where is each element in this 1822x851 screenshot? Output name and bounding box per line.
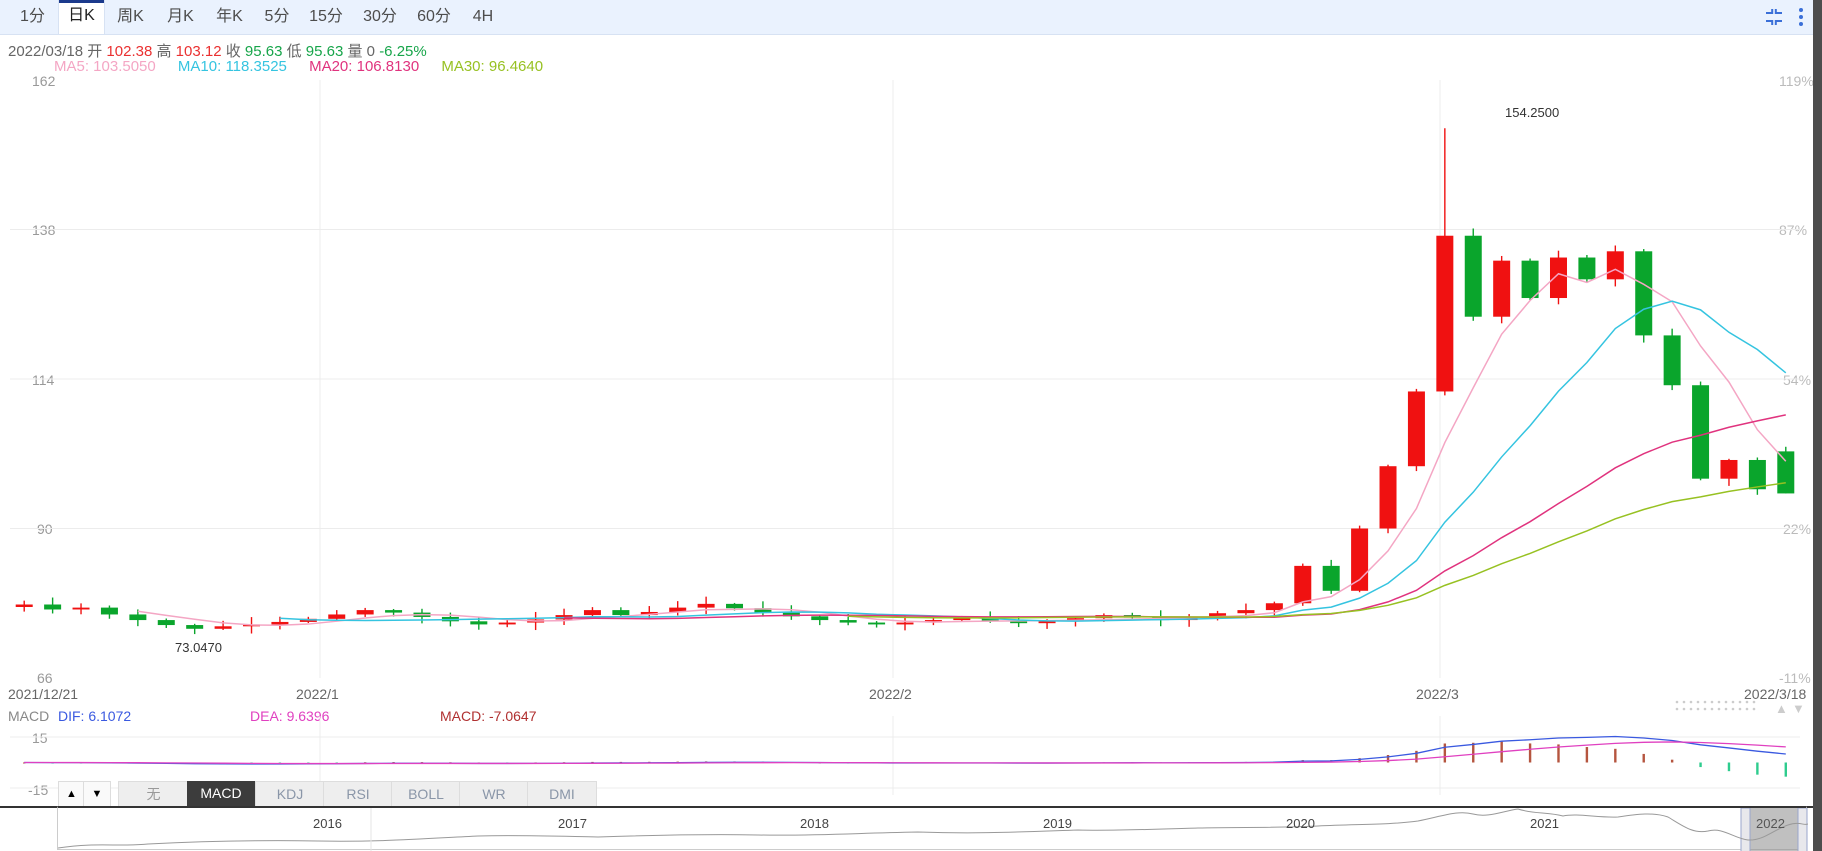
- svg-text:2020: 2020: [1286, 816, 1315, 831]
- svg-text:2022: 2022: [1756, 816, 1785, 831]
- svg-text:2019: 2019: [1043, 816, 1072, 831]
- svg-text:2017: 2017: [558, 816, 587, 831]
- svg-text:2016: 2016: [313, 816, 342, 831]
- svg-text:2021: 2021: [1530, 816, 1559, 831]
- svg-text:2018: 2018: [800, 816, 829, 831]
